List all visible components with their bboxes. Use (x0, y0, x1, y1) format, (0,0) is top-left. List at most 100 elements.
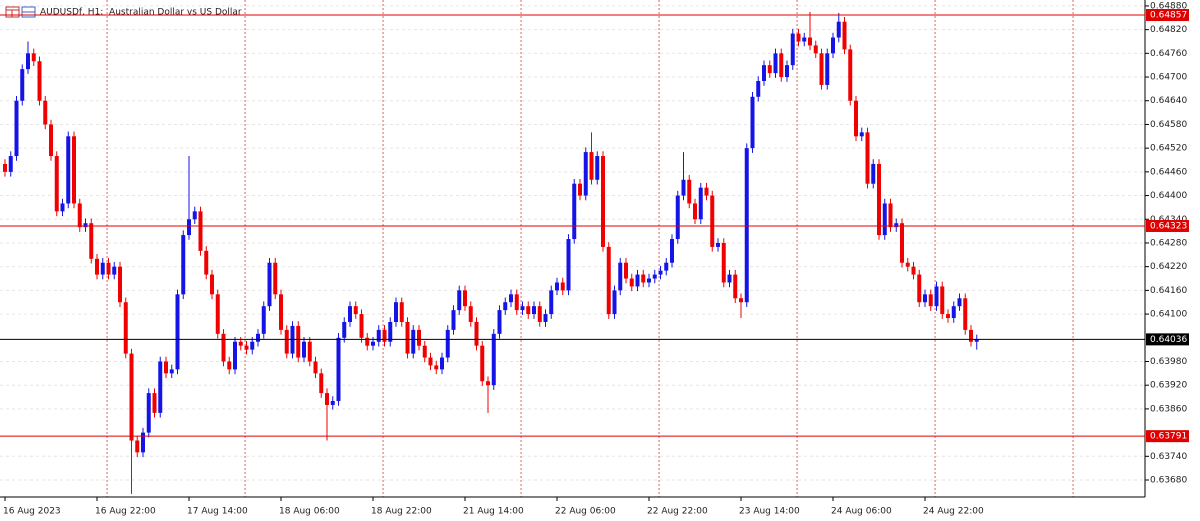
price-level-label: 0.64857 (1150, 11, 1187, 21)
candle-body (244, 345, 249, 350)
candle-body (388, 321, 393, 342)
candle-body (325, 393, 329, 405)
y-tick-label: 0.64160 (1150, 286, 1187, 296)
candle-body (451, 310, 456, 330)
candle-body (54, 156, 59, 212)
price-level-box (1146, 9, 1189, 22)
candle-body (250, 341, 255, 350)
candle-body (509, 294, 513, 303)
x-tick-label: 24 Aug 06:00 (831, 507, 892, 517)
candle-body (848, 49, 853, 101)
price-level-box (1146, 333, 1189, 346)
candle-body (641, 274, 646, 283)
candle-body (612, 290, 617, 315)
candle-body (744, 148, 749, 303)
y-tick-label: 0.64880 (1150, 1, 1187, 11)
candle-body (146, 393, 151, 433)
candle-body (463, 290, 467, 307)
candle-body (606, 246, 611, 315)
candle-body (698, 187, 703, 220)
candle-body (664, 262, 669, 271)
candle-body (100, 262, 105, 275)
candle-body (635, 274, 640, 287)
x-tick-label: 16 Aug 2023 (3, 507, 61, 517)
candle-body (89, 223, 94, 259)
candle-body (20, 69, 25, 101)
candle-body (572, 183, 577, 240)
candle-body (330, 400, 335, 405)
candle-body (963, 298, 968, 330)
candle-body (859, 132, 864, 137)
candle-body (595, 156, 600, 180)
candle-body (813, 45, 818, 54)
candle-body (739, 298, 743, 303)
candle-body (693, 203, 697, 220)
candle-body (175, 294, 180, 370)
candle-body (371, 341, 375, 346)
candle-body (532, 306, 536, 315)
candle-body (336, 337, 341, 401)
candle-body (307, 341, 312, 362)
price-level-label: 0.64323 (1150, 221, 1187, 231)
candle-body (267, 262, 272, 307)
candle-body (365, 337, 370, 346)
candle-body (560, 282, 565, 291)
candle-body (796, 33, 801, 42)
y-tick-label: 0.63920 (1150, 381, 1187, 391)
candle-body (951, 306, 956, 319)
candle-body (106, 262, 111, 275)
candle-body (198, 211, 203, 251)
candle-body (164, 361, 168, 374)
candle-body (957, 298, 962, 307)
candle-body (181, 235, 186, 295)
candle-body (578, 183, 582, 196)
candle-body (43, 100, 48, 125)
candle-body (359, 314, 364, 338)
x-tick-label: 17 Aug 14:00 (187, 507, 248, 517)
candle-body (543, 314, 548, 322)
candle-body (428, 357, 433, 366)
candle-body (273, 262, 278, 295)
y-tick-label: 0.63740 (1150, 452, 1187, 462)
candle-body (3, 163, 7, 172)
candle-body (589, 152, 594, 180)
price-level-label: 0.63791 (1150, 432, 1187, 442)
candles (3, 11, 979, 494)
price-level-box (1146, 430, 1189, 443)
candle-body (773, 53, 778, 74)
y-tick-label: 0.63680 (1150, 476, 1187, 486)
candle-body (566, 239, 571, 291)
candle-body (422, 345, 427, 358)
x-tick-label: 18 Aug 06:00 (279, 507, 340, 517)
candle-body (37, 61, 42, 101)
candle-body (221, 333, 226, 362)
candle-body (779, 53, 784, 78)
candle-body (394, 302, 398, 322)
candle-body (319, 373, 324, 394)
candle-body (894, 223, 899, 228)
candle-body (296, 325, 301, 358)
candle-body (526, 306, 531, 315)
candle-body (72, 136, 76, 204)
candle-body (537, 306, 542, 322)
candle-body (819, 53, 824, 85)
candle-body (313, 361, 318, 374)
candle-body (26, 53, 30, 70)
candle-body (192, 211, 197, 220)
candle-body (497, 310, 502, 334)
grid (0, 0, 1145, 497)
y-tick-label: 0.63980 (1150, 357, 1187, 367)
candle-body (279, 294, 283, 330)
candle-body (49, 124, 53, 157)
candle-body (77, 203, 82, 228)
candle-body (900, 223, 904, 263)
candle-body (210, 274, 214, 295)
candle-body (969, 329, 973, 342)
chart-title: AUDUSDf, H1: Australian Dollar vs US Dol… (40, 8, 242, 18)
symbol-icon (5, 6, 36, 18)
candle-body (658, 270, 663, 275)
candle-body (934, 286, 939, 307)
y-tick-label: 0.64220 (1150, 262, 1187, 272)
candle-body (158, 361, 163, 413)
